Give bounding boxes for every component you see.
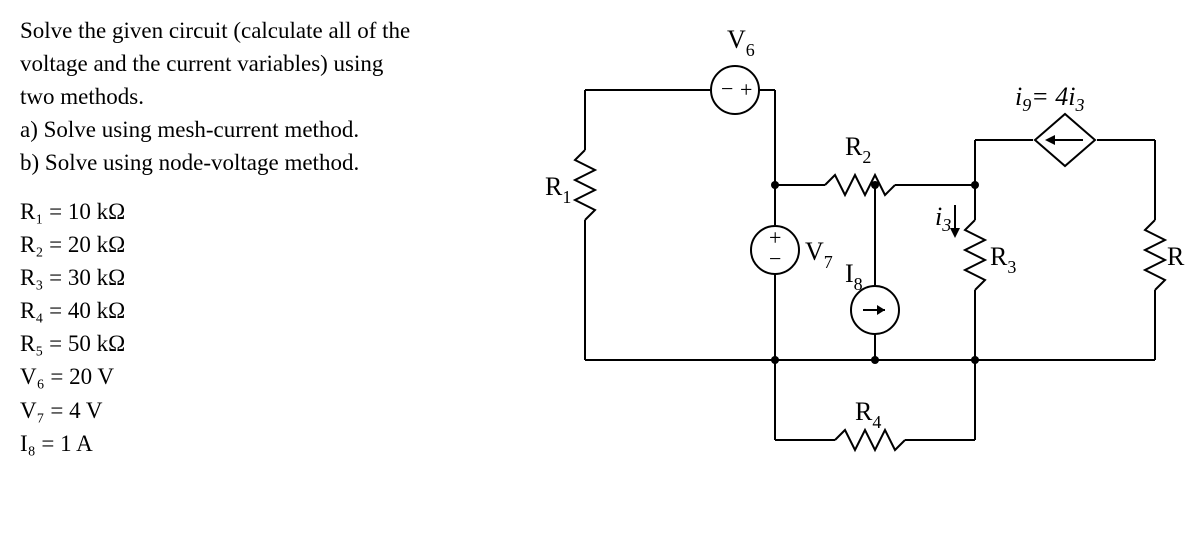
label-V6: V6 bbox=[727, 25, 755, 60]
problem-partB: b) Solve using node-voltage method. bbox=[20, 147, 500, 178]
label-i9: i9= 4i3 bbox=[1015, 82, 1085, 115]
param-R5: R₅ = 50 kΩ bbox=[20, 328, 500, 359]
i3-arrow-head bbox=[950, 228, 960, 238]
param-V6: V₆ = 20 V bbox=[20, 361, 500, 392]
param-I8: I₈ = 1 A bbox=[20, 428, 500, 459]
problem-line1: Solve the given circuit (calculate all o… bbox=[20, 15, 500, 46]
problem-line2: voltage and the current variables) using bbox=[20, 48, 500, 79]
label-i3: i3 bbox=[935, 202, 951, 235]
wire-left bbox=[575, 90, 595, 360]
label-R3: R3 bbox=[990, 242, 1016, 277]
resistor-R5 bbox=[1145, 220, 1165, 290]
resistor-R4 bbox=[835, 430, 905, 450]
param-V7: V₇ = 4 V bbox=[20, 395, 500, 426]
param-R4: R₄ = 40 kΩ bbox=[20, 295, 500, 326]
V6-plus: + bbox=[740, 77, 752, 102]
label-I8: I8 bbox=[845, 259, 863, 294]
resistor-R2 bbox=[825, 175, 895, 195]
V7-minus: − bbox=[769, 246, 781, 271]
problem-line3: two methods. bbox=[20, 81, 500, 112]
label-R5: R5 bbox=[1167, 242, 1185, 277]
param-R3: R₃ = 30 kΩ bbox=[20, 262, 500, 293]
label-R4: R4 bbox=[855, 397, 881, 432]
problem-partA: a) Solve using mesh-current method. bbox=[20, 114, 500, 145]
label-R2: R2 bbox=[845, 132, 871, 167]
circuit-diagram: R1 − + V6 R2 bbox=[545, 10, 1185, 530]
node-I8-top bbox=[871, 181, 879, 189]
resistor-R3 bbox=[965, 220, 985, 290]
param-R1: R₁ = 10 kΩ bbox=[20, 196, 500, 227]
label-R1: R1 bbox=[545, 172, 571, 207]
V6-minus: − bbox=[721, 76, 733, 101]
problem-text: Solve the given circuit (calculate all o… bbox=[20, 15, 500, 461]
param-R2: R₂ = 20 kΩ bbox=[20, 229, 500, 260]
label-V7: V7 bbox=[805, 237, 833, 272]
